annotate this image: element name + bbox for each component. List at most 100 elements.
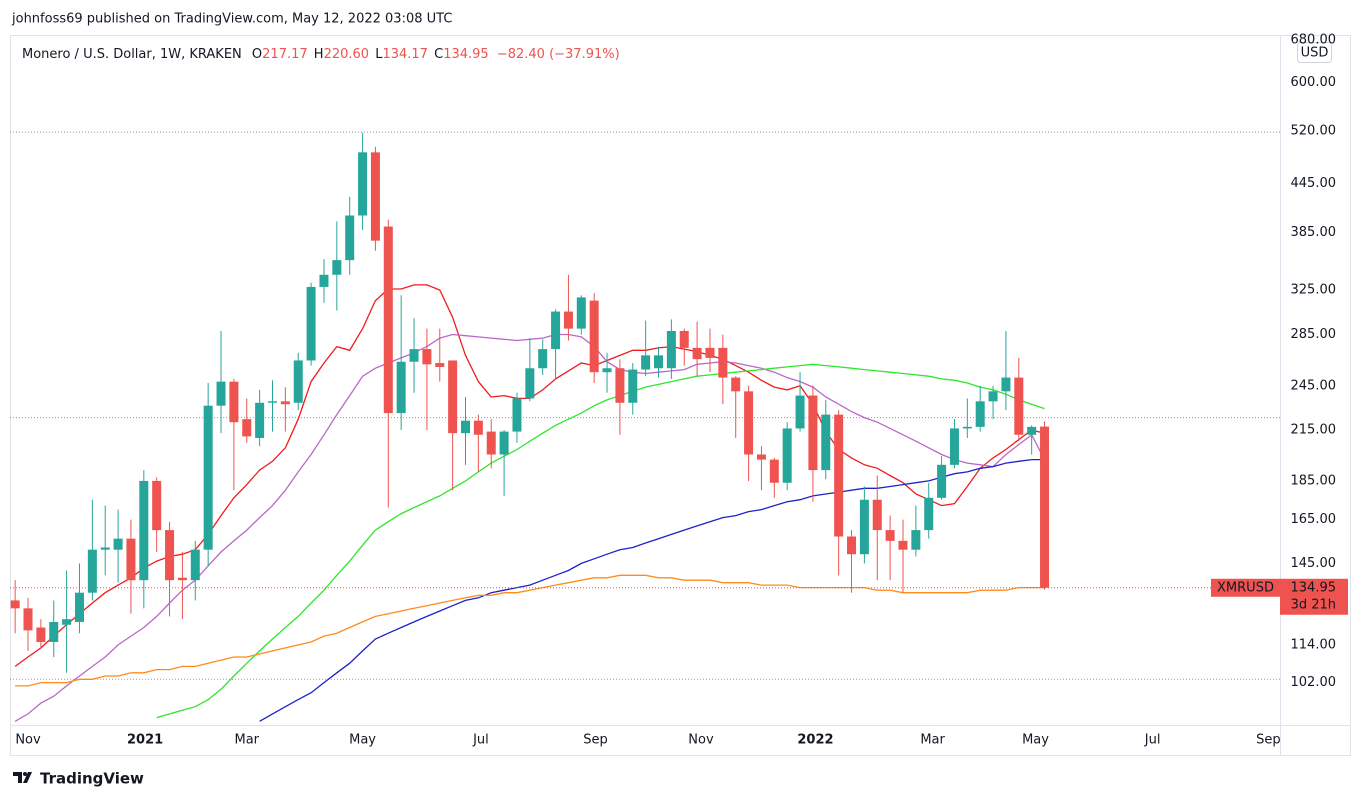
candle-body xyxy=(139,480,149,581)
countdown-label: 3d 21h xyxy=(1291,597,1336,612)
candle-body xyxy=(100,547,110,550)
candle-body xyxy=(718,347,728,378)
candle-body xyxy=(795,395,805,429)
candle-body xyxy=(332,260,342,275)
candle-body xyxy=(615,368,625,403)
y-tick-label: 215.00 xyxy=(1291,423,1337,438)
candle-body xyxy=(975,401,985,427)
y-tick-label: 520.00 xyxy=(1291,123,1337,138)
candle-body xyxy=(345,215,355,261)
y-tick-label: 600.00 xyxy=(1291,75,1337,90)
candle-body xyxy=(937,464,947,498)
symbol: Monero / U.S. Dollar, 1W, KRAKEN xyxy=(22,47,242,62)
y-tick-label: 445.00 xyxy=(1291,176,1337,191)
candle-body xyxy=(898,540,908,550)
ohlc-value: 220.60 xyxy=(324,47,370,62)
candle-body xyxy=(576,297,586,329)
candle-body xyxy=(679,330,689,348)
candle-body xyxy=(126,538,136,581)
x-tick-label: Nov xyxy=(688,733,714,748)
candle-body xyxy=(10,600,20,609)
y-tick-label: 114.00 xyxy=(1291,637,1337,652)
candle-body xyxy=(731,377,741,392)
price-label: 134.95 xyxy=(1291,580,1337,595)
candle-body xyxy=(589,300,599,373)
candle-body xyxy=(628,369,638,403)
y-tick-label: 145.00 xyxy=(1291,556,1337,571)
candle-body xyxy=(551,311,561,350)
y-tick-label: 165.00 xyxy=(1291,512,1337,527)
candle-body xyxy=(319,274,329,287)
candle-body xyxy=(602,368,612,373)
ticker-tag xyxy=(1211,578,1280,597)
candle-body xyxy=(1040,426,1050,588)
candle-body xyxy=(525,368,535,399)
candle-body xyxy=(280,401,290,405)
x-tick-label: Mar xyxy=(234,733,259,748)
x-tick-label: Sep xyxy=(583,733,608,748)
candle-body xyxy=(113,538,123,550)
candle-body xyxy=(229,381,239,423)
candle-body xyxy=(216,381,226,406)
y-tick-label: 185.00 xyxy=(1291,473,1337,488)
candle-body xyxy=(460,420,471,434)
x-tick-label: 2022 xyxy=(797,733,833,748)
ohlc-key: H xyxy=(314,47,324,62)
candle-body xyxy=(872,499,882,531)
currency[interactable]: USD xyxy=(1301,46,1329,61)
candle-body xyxy=(654,355,664,369)
footer-brand: TradingView xyxy=(40,770,144,788)
candle-body xyxy=(87,549,97,593)
y-tick-label: 102.00 xyxy=(1291,675,1337,690)
y-tick-label: 325.00 xyxy=(1291,283,1337,298)
candle-body xyxy=(486,431,496,455)
ohlc-value: 217.17 xyxy=(262,47,308,62)
logo-dot xyxy=(23,772,27,776)
legend: Monero / U.S. Dollar, 1W, KRAKEN O217.17… xyxy=(22,47,620,62)
y-tick-label: 680.00 xyxy=(1291,32,1337,47)
candle-body xyxy=(666,330,676,369)
candle-body xyxy=(859,499,869,555)
candle-body xyxy=(808,395,818,471)
ohlc-key: L xyxy=(375,47,383,62)
change: −82.40 (−37.91%) xyxy=(497,47,620,62)
candle-body xyxy=(358,152,368,216)
candle-body xyxy=(36,627,46,642)
candle-body xyxy=(473,420,483,435)
ma-line xyxy=(15,574,1045,687)
ohlc-key: C xyxy=(434,47,443,62)
x-tick-label: Jul xyxy=(472,733,489,748)
logo-icon xyxy=(13,772,32,783)
candle-body xyxy=(769,459,779,483)
candle-body xyxy=(885,530,895,541)
candle-body xyxy=(949,428,959,465)
ticker-label: XMRUSD xyxy=(1217,580,1274,595)
x-tick-label: Nov xyxy=(15,733,41,748)
x-tick-label: Mar xyxy=(920,733,945,748)
candle-body xyxy=(203,405,213,550)
plot-area xyxy=(10,131,1280,722)
y-tick-label: 245.00 xyxy=(1291,378,1337,393)
candle-body xyxy=(255,402,265,438)
candle-body xyxy=(782,428,792,483)
candle-body xyxy=(306,286,316,361)
candle-body xyxy=(435,363,445,367)
x-tick-label: Sep xyxy=(1256,733,1281,748)
candle-body xyxy=(448,360,458,434)
candle-body xyxy=(422,349,432,365)
candle-body xyxy=(267,401,277,403)
x-tick-label: May xyxy=(1022,733,1049,748)
y-tick-label: 285.00 xyxy=(1291,327,1337,342)
candle-body xyxy=(152,480,162,531)
candle-body xyxy=(409,349,419,362)
ohlc-value: 134.95 xyxy=(443,47,489,62)
candle-body xyxy=(538,349,548,369)
currency-box[interactable] xyxy=(1297,42,1332,63)
candle-body xyxy=(756,454,766,460)
candle-body xyxy=(911,530,921,550)
candle-body xyxy=(563,311,573,329)
candle-body xyxy=(692,347,702,360)
candle-body xyxy=(165,530,175,581)
